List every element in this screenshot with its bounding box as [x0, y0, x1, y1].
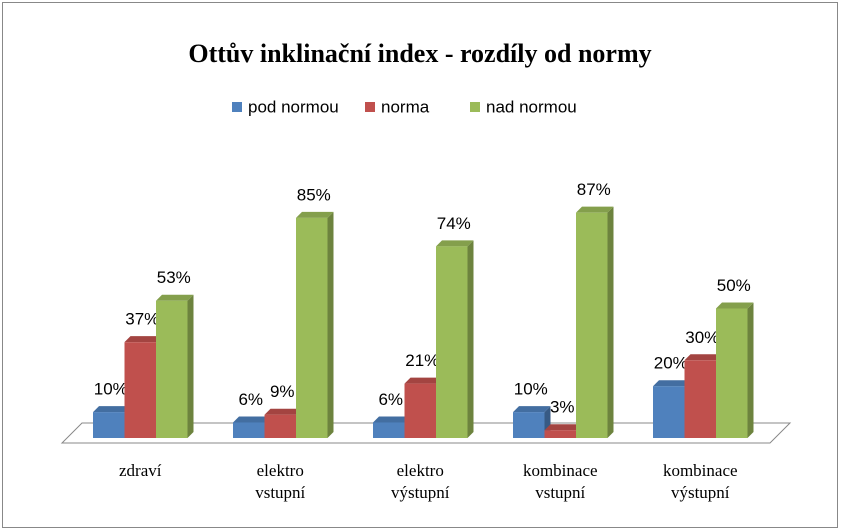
bar-top — [653, 380, 691, 387]
bar — [373, 422, 405, 438]
bar — [576, 212, 608, 438]
data-label: 50% — [717, 276, 751, 295]
legend-label: pod normou — [248, 97, 339, 116]
bar — [93, 412, 125, 438]
bar — [296, 217, 328, 438]
x-tick-label: kombinace výstupní — [662, 461, 738, 502]
bar-side — [187, 294, 194, 438]
bar-top — [93, 406, 131, 413]
legend-swatch — [470, 102, 480, 112]
data-label: 37% — [125, 310, 159, 329]
bar-top — [716, 302, 754, 309]
bar-top — [264, 408, 302, 415]
legend-label: nad normou — [486, 97, 577, 116]
data-label: 10% — [94, 380, 128, 399]
bar-top — [124, 336, 162, 343]
data-label: 10% — [514, 380, 548, 399]
bar-top — [156, 294, 194, 301]
bar-side — [747, 302, 754, 438]
bar-side — [607, 206, 614, 438]
data-label: 3% — [550, 398, 575, 417]
bar-top — [404, 377, 442, 384]
bar — [436, 246, 468, 438]
data-label: 9% — [270, 382, 295, 401]
x-tick-label: zdraví — [119, 461, 162, 480]
data-label: 6% — [238, 390, 263, 409]
bar-top — [296, 211, 334, 218]
data-label: 21% — [405, 351, 439, 370]
bar — [684, 360, 716, 438]
bar-top — [513, 406, 551, 413]
data-label: 87% — [577, 180, 611, 199]
bar-top — [436, 240, 474, 247]
bar-top — [576, 206, 614, 213]
chart-title: Ottův inklinační index - rozdíly od norm… — [188, 39, 651, 68]
legend-swatch — [365, 102, 375, 112]
data-label: 53% — [157, 268, 191, 287]
bar-top — [233, 416, 271, 423]
bar — [513, 412, 545, 438]
bar-side — [467, 240, 474, 438]
bar-top — [373, 416, 411, 423]
data-label: 85% — [297, 185, 331, 204]
bar — [264, 414, 296, 438]
bar — [124, 342, 156, 438]
data-label: 74% — [437, 214, 471, 233]
bar — [653, 386, 685, 438]
bar-top — [684, 354, 722, 361]
x-tick-label: elektro výstupní — [390, 461, 450, 502]
bar — [716, 308, 748, 438]
bar — [404, 383, 436, 438]
legend-label: norma — [381, 97, 430, 116]
data-label: 20% — [654, 354, 688, 373]
x-tick-label: elektro vstupní — [255, 461, 306, 502]
data-label: 6% — [378, 390, 403, 409]
bar — [156, 300, 188, 438]
legend-swatch — [232, 102, 242, 112]
data-label: 30% — [685, 328, 719, 347]
x-tick-label: kombinace vstupní — [522, 461, 598, 502]
bar — [544, 430, 576, 438]
bar-top — [544, 424, 582, 431]
bar — [233, 422, 265, 438]
bar-side — [327, 211, 334, 438]
